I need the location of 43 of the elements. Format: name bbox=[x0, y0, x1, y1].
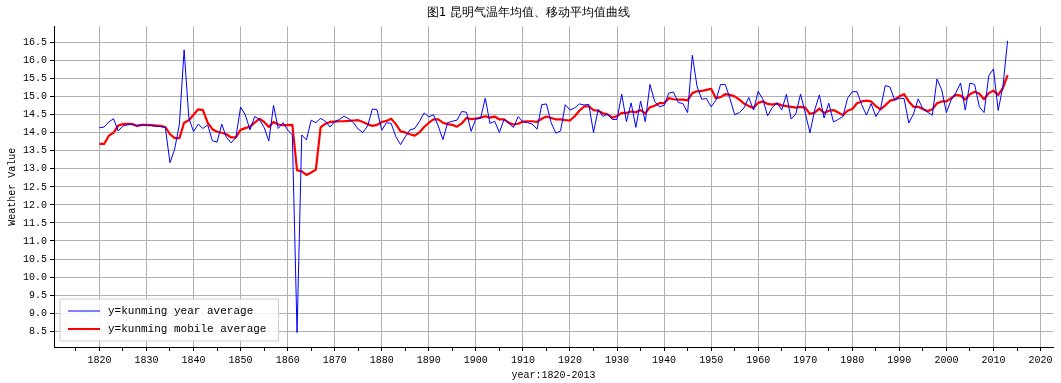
y-tick-label: 13.0 bbox=[22, 163, 47, 175]
x-tick-label: 1870 bbox=[322, 354, 347, 366]
x-tick-label: 1910 bbox=[510, 354, 535, 366]
x-tick-label: 1840 bbox=[181, 354, 206, 366]
y-tick-label: 16.0 bbox=[22, 55, 47, 67]
legend-label: y=kunming mobile average bbox=[108, 322, 267, 335]
y-tick-label: 12.0 bbox=[22, 199, 47, 211]
y-tick-label: 12.5 bbox=[22, 181, 47, 193]
y-tick-label: 14.0 bbox=[22, 127, 47, 139]
y-tick-label: 11.5 bbox=[22, 217, 47, 229]
x-tick-label: 2020 bbox=[1028, 354, 1053, 366]
x-tick-label: 2010 bbox=[981, 354, 1006, 366]
chart-title: 图1 昆明气温年均值、移动平均值曲线 bbox=[426, 5, 631, 20]
x-tick-label: 1850 bbox=[228, 354, 253, 366]
y-tick-label: 9.0 bbox=[28, 307, 47, 319]
y-tick-label: 14.5 bbox=[22, 109, 47, 121]
legend-label: y=kunming year average bbox=[108, 304, 254, 317]
x-tick-label: 1950 bbox=[699, 354, 724, 366]
x-tick-label: 2000 bbox=[934, 354, 959, 366]
y-axis-title: Weather Value bbox=[6, 147, 18, 226]
x-tick-label: 1820 bbox=[87, 354, 112, 366]
x-tick-label: 1880 bbox=[369, 354, 394, 366]
y-tick-label: 15.0 bbox=[22, 91, 47, 103]
x-tick-label: 1970 bbox=[793, 354, 818, 366]
y-tick-label: 13.5 bbox=[22, 145, 47, 157]
y-tick-label: 16.5 bbox=[22, 37, 47, 49]
y-tick-label: 11.0 bbox=[22, 235, 47, 247]
y-tick-label: 8.5 bbox=[28, 325, 47, 337]
x-tick-label: 1900 bbox=[463, 354, 488, 366]
y-tick-label: 10.5 bbox=[22, 253, 47, 265]
x-tick-label: 1920 bbox=[557, 354, 582, 366]
x-tick-label: 1960 bbox=[746, 354, 771, 366]
y-tick-label: 15.5 bbox=[22, 73, 47, 85]
x-tick-label: 1930 bbox=[605, 354, 630, 366]
x-tick-label: 1980 bbox=[840, 354, 865, 366]
x-tick-label: 1940 bbox=[652, 354, 677, 366]
x-tick-label: 1860 bbox=[275, 354, 300, 366]
x-tick-label: 1890 bbox=[416, 354, 441, 366]
y-tick-label: 10.0 bbox=[22, 271, 47, 283]
x-axis-title: year:1820-2013 bbox=[511, 369, 596, 381]
x-tick-label: 1990 bbox=[887, 354, 912, 366]
y-tick-label: 9.5 bbox=[28, 289, 47, 301]
x-tick-label: 1830 bbox=[134, 354, 159, 366]
